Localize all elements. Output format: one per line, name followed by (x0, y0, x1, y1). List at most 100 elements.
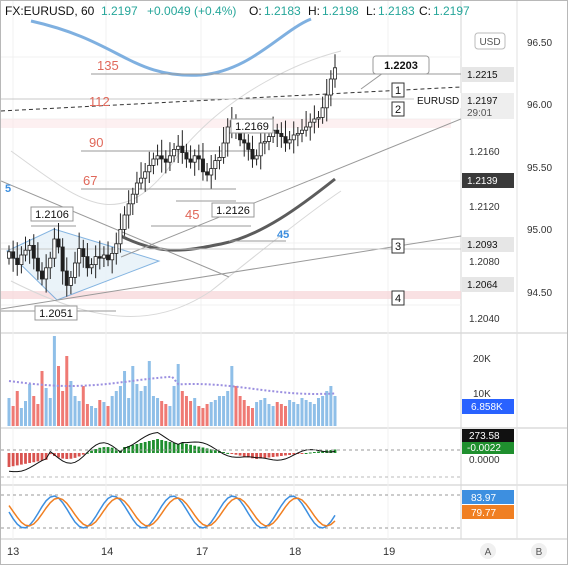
currency-button[interactable]: USD (474, 32, 506, 50)
candle-body[interactable] (143, 171, 148, 179)
candle-body[interactable] (217, 156, 222, 161)
price-axis[interactable]: 96.50 96.00 95.50 95.00 94.50 1.2160 1.2… (414, 38, 552, 325)
candle-body[interactable] (73, 262, 78, 278)
candle-body[interactable] (221, 142, 226, 158)
candle-body[interactable] (110, 252, 115, 261)
candle-body[interactable] (7, 251, 12, 259)
candle-body[interactable] (172, 148, 177, 157)
candle-body[interactable] (106, 254, 111, 261)
candle-body[interactable] (147, 164, 152, 173)
candle-body[interactable] (258, 142, 263, 157)
candle-body[interactable] (159, 155, 164, 160)
candle-body[interactable] (192, 155, 197, 163)
volume-pane[interactable] (7, 336, 337, 426)
candle-body[interactable] (312, 118, 317, 123)
candle-body[interactable] (283, 136, 288, 144)
candle-body[interactable] (299, 129, 304, 134)
candle-body[interactable] (139, 177, 144, 184)
marker-box-1[interactable]: 1 (391, 82, 405, 98)
log-scale-button[interactable]: B (531, 543, 547, 559)
candle-body[interactable] (316, 117, 321, 120)
marker-box-3[interactable]: 3 (391, 238, 405, 254)
symbol-label[interactable]: FX:EURUSD, 60 (5, 4, 95, 18)
candle-body[interactable] (81, 248, 86, 258)
candle-body[interactable] (332, 67, 337, 80)
candle-body[interactable] (151, 158, 156, 166)
candle-body[interactable] (101, 254, 106, 259)
candle-body[interactable] (324, 94, 329, 109)
candle-body[interactable] (184, 152, 189, 160)
candle-body[interactable] (77, 248, 82, 264)
candle-body[interactable] (27, 244, 32, 251)
candle-body[interactable] (320, 107, 325, 118)
candle-body[interactable] (250, 148, 255, 160)
candle-body[interactable] (44, 267, 49, 280)
time-axis[interactable]: 13 14 17 18 19 (7, 546, 395, 558)
candle-body[interactable] (122, 214, 127, 230)
candle-body[interactable] (262, 140, 267, 144)
candle-body[interactable] (11, 251, 16, 259)
auto-scale-button[interactable]: A (480, 543, 496, 559)
candle-body[interactable] (114, 243, 119, 254)
candle-body[interactable] (35, 257, 40, 272)
candle-body[interactable] (328, 78, 333, 96)
candle-body[interactable] (40, 270, 45, 280)
candle-body[interactable] (209, 168, 214, 176)
candle-body[interactable] (68, 276, 73, 286)
label-1-2203[interactable]: 1.2203 (360, 55, 430, 90)
header-legend[interactable]: FX:EURUSD, 60 1.2197 +0.0049 (+0.4%) O: … (5, 4, 470, 18)
candle-body[interactable] (287, 139, 292, 144)
candle-body[interactable] (188, 158, 193, 163)
marker-box-4[interactable]: 4 (391, 290, 405, 306)
candle-body[interactable] (196, 155, 201, 160)
candle-body[interactable] (304, 126, 309, 131)
candle-body[interactable] (52, 238, 57, 259)
candle-body[interactable] (97, 256, 102, 259)
label-1-2106[interactable]: 1.2106 (30, 206, 74, 222)
candle-body[interactable] (23, 249, 28, 256)
candle-body[interactable] (15, 257, 20, 266)
left-tick-4: 94.50 (527, 288, 552, 299)
candle-body[interactable] (85, 256, 90, 269)
candle-body[interactable] (93, 256, 98, 266)
candle-body[interactable] (308, 121, 313, 128)
label-1-2169[interactable]: 1.2169 (230, 118, 274, 134)
volume-bar (36, 404, 40, 426)
label-1-2126[interactable]: 1.2126 (211, 202, 255, 218)
candle-body[interactable] (295, 132, 300, 136)
candle-body[interactable] (205, 171, 210, 176)
candle-body[interactable] (176, 145, 181, 150)
macd-zero-tick: 0.0000 (469, 455, 500, 466)
candle-body[interactable] (279, 132, 284, 137)
candle-body[interactable] (19, 254, 24, 265)
candle-body[interactable] (64, 270, 69, 286)
candle-body[interactable] (180, 145, 185, 153)
macd-pane[interactable] (7, 439, 337, 467)
label-1-2051[interactable]: 1.2051 (34, 305, 78, 321)
candle-series[interactable] (7, 54, 337, 297)
candle-body[interactable] (275, 129, 280, 134)
main-plot[interactable] (1, 17, 461, 317)
candle-body[interactable] (254, 155, 259, 160)
marker-box-2[interactable]: 2 (391, 101, 405, 117)
candle-body[interactable] (163, 158, 168, 163)
candle-body[interactable] (291, 134, 296, 141)
candle-body[interactable] (213, 160, 218, 170)
candle-body[interactable] (130, 193, 135, 205)
candle-body[interactable] (155, 155, 160, 160)
candle-body[interactable] (134, 182, 139, 195)
candle-body[interactable] (31, 244, 36, 259)
candle-body[interactable] (167, 155, 172, 163)
candle-body[interactable] (266, 136, 271, 142)
candle-body[interactable] (126, 203, 131, 216)
candle-body[interactable] (118, 228, 123, 245)
candle-body[interactable] (60, 246, 65, 272)
candle-body[interactable] (225, 126, 230, 144)
candle-body[interactable] (48, 257, 53, 269)
candle-body[interactable] (89, 264, 94, 269)
candle-body[interactable] (200, 158, 205, 173)
candle-body[interactable] (56, 238, 61, 248)
candle-body[interactable] (246, 142, 251, 150)
candle-body[interactable] (242, 139, 247, 144)
